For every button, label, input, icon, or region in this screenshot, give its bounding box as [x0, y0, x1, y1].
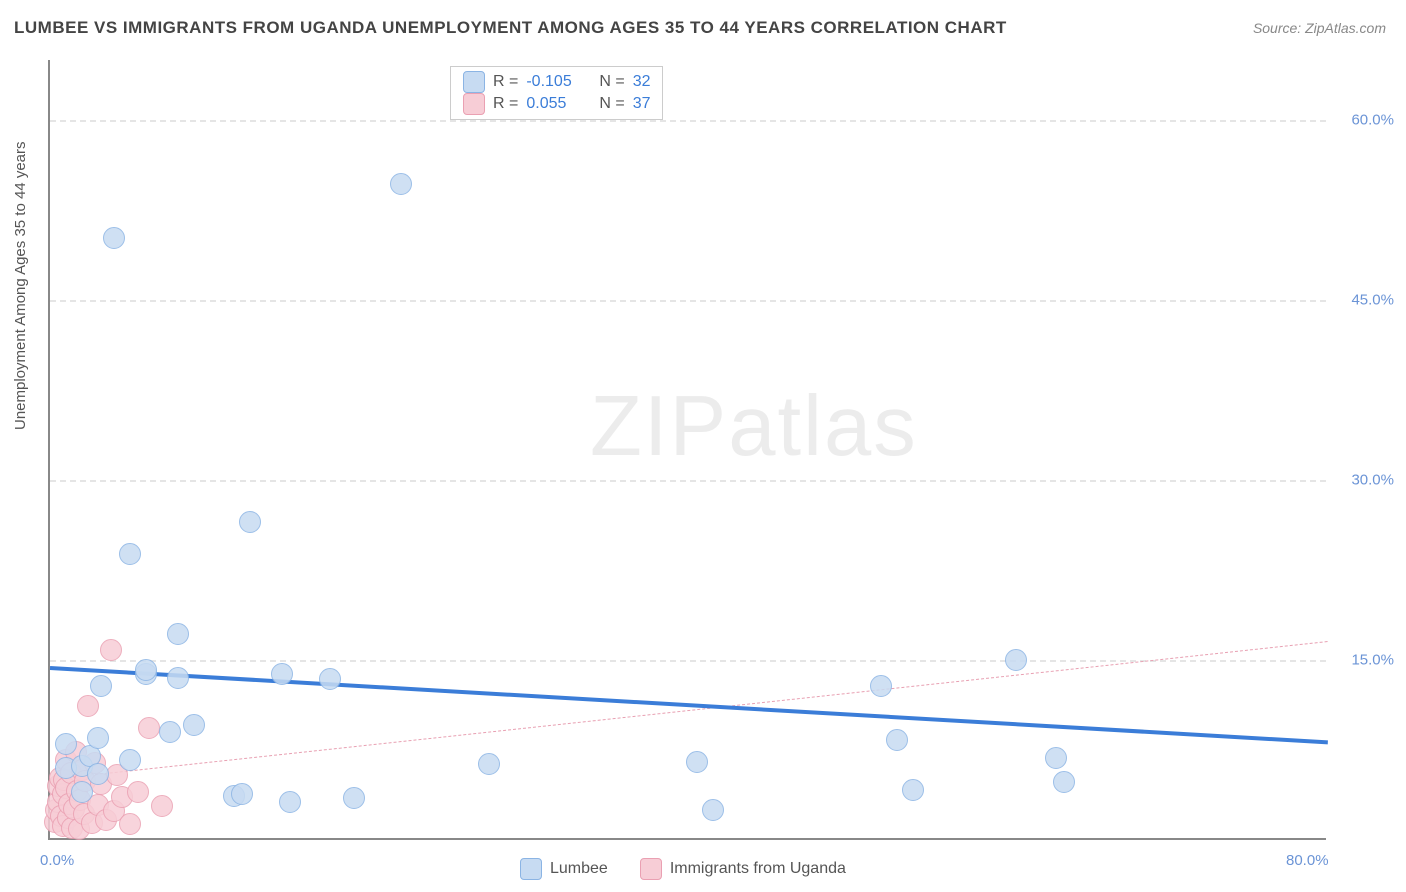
- lumbee-point: [343, 787, 365, 809]
- lumbee-point: [279, 791, 301, 813]
- lumbee-point: [183, 714, 205, 736]
- lumbee-swatch: [463, 71, 485, 93]
- lumbee-point: [390, 173, 412, 195]
- legend-r-value: 0.055: [526, 95, 591, 113]
- gridline: [50, 300, 1326, 302]
- lumbee-point: [231, 783, 253, 805]
- watermark: ZIPatlas: [590, 378, 918, 476]
- lumbee-point: [686, 751, 708, 773]
- legend-row-lumbee: R = -0.105 N = 32: [463, 71, 650, 93]
- plot-area: ZIPatlas 15.0%30.0%45.0%60.0%: [48, 60, 1326, 840]
- watermark-thin: atlas: [728, 379, 918, 474]
- lumbee-point: [167, 623, 189, 645]
- legend-row-uganda: R = 0.055 N = 37: [463, 93, 650, 115]
- uganda-point: [100, 639, 122, 661]
- lumbee-point: [1005, 649, 1027, 671]
- lumbee-point: [319, 668, 341, 690]
- uganda-label-bottom: Immigrants from Uganda: [670, 860, 846, 878]
- gridline: [50, 120, 1326, 122]
- lumbee-point: [271, 663, 293, 685]
- gridline: [50, 480, 1326, 482]
- legend-r-label: R =: [493, 95, 518, 113]
- lumbee-point: [159, 721, 181, 743]
- lumbee-point: [55, 733, 77, 755]
- lumbee-point: [119, 749, 141, 771]
- lumbee-trend-line: [50, 666, 1328, 744]
- lumbee-point: [478, 753, 500, 775]
- legend-r-value: -0.105: [526, 73, 591, 91]
- legend-n-label: N =: [599, 95, 624, 113]
- lumbee-swatch-bottom: [520, 858, 542, 880]
- lumbee-point: [87, 763, 109, 785]
- lumbee-point: [167, 667, 189, 689]
- uganda-point: [77, 695, 99, 717]
- x-tick-label: 0.0%: [40, 852, 74, 869]
- y-tick-label: 15.0%: [1351, 652, 1394, 669]
- lumbee-point: [87, 727, 109, 749]
- uganda-swatch-bottom: [640, 858, 662, 880]
- y-tick-label: 30.0%: [1351, 472, 1394, 489]
- legend-n-value: 37: [633, 95, 651, 113]
- lumbee-point: [702, 799, 724, 821]
- lumbee-point: [870, 675, 892, 697]
- chart-title: LUMBEE VS IMMIGRANTS FROM UGANDA UNEMPLO…: [14, 18, 1007, 38]
- legend-n-value: 32: [633, 73, 651, 91]
- lumbee-label-bottom: Lumbee: [550, 860, 608, 878]
- uganda-point: [138, 717, 160, 739]
- uganda-point: [127, 781, 149, 803]
- lumbee-point: [1045, 747, 1067, 769]
- legend-n-label: N =: [599, 73, 624, 91]
- y-tick-label: 45.0%: [1351, 292, 1394, 309]
- lumbee-point: [239, 511, 261, 533]
- lumbee-point: [71, 781, 93, 803]
- uganda-point: [119, 813, 141, 835]
- y-tick-label: 60.0%: [1351, 112, 1394, 129]
- lumbee-point: [119, 543, 141, 565]
- lumbee-point: [90, 675, 112, 697]
- lumbee-point: [886, 729, 908, 751]
- lumbee-point: [135, 659, 157, 681]
- lumbee-point: [103, 227, 125, 249]
- watermark-bold: ZIP: [590, 379, 728, 474]
- lumbee-point: [902, 779, 924, 801]
- uganda-point: [151, 795, 173, 817]
- legend-series: Lumbee Immigrants from Uganda: [520, 858, 870, 880]
- y-axis-label: Unemployment Among Ages 35 to 44 years: [12, 141, 29, 430]
- legend-correlation-box: R = -0.105 N = 32 R = 0.055 N = 37: [450, 66, 663, 120]
- lumbee-point: [1053, 771, 1075, 793]
- uganda-swatch: [463, 93, 485, 115]
- legend-r-label: R =: [493, 73, 518, 91]
- x-tick-label: 80.0%: [1286, 852, 1329, 869]
- chart-source: Source: ZipAtlas.com: [1253, 20, 1386, 36]
